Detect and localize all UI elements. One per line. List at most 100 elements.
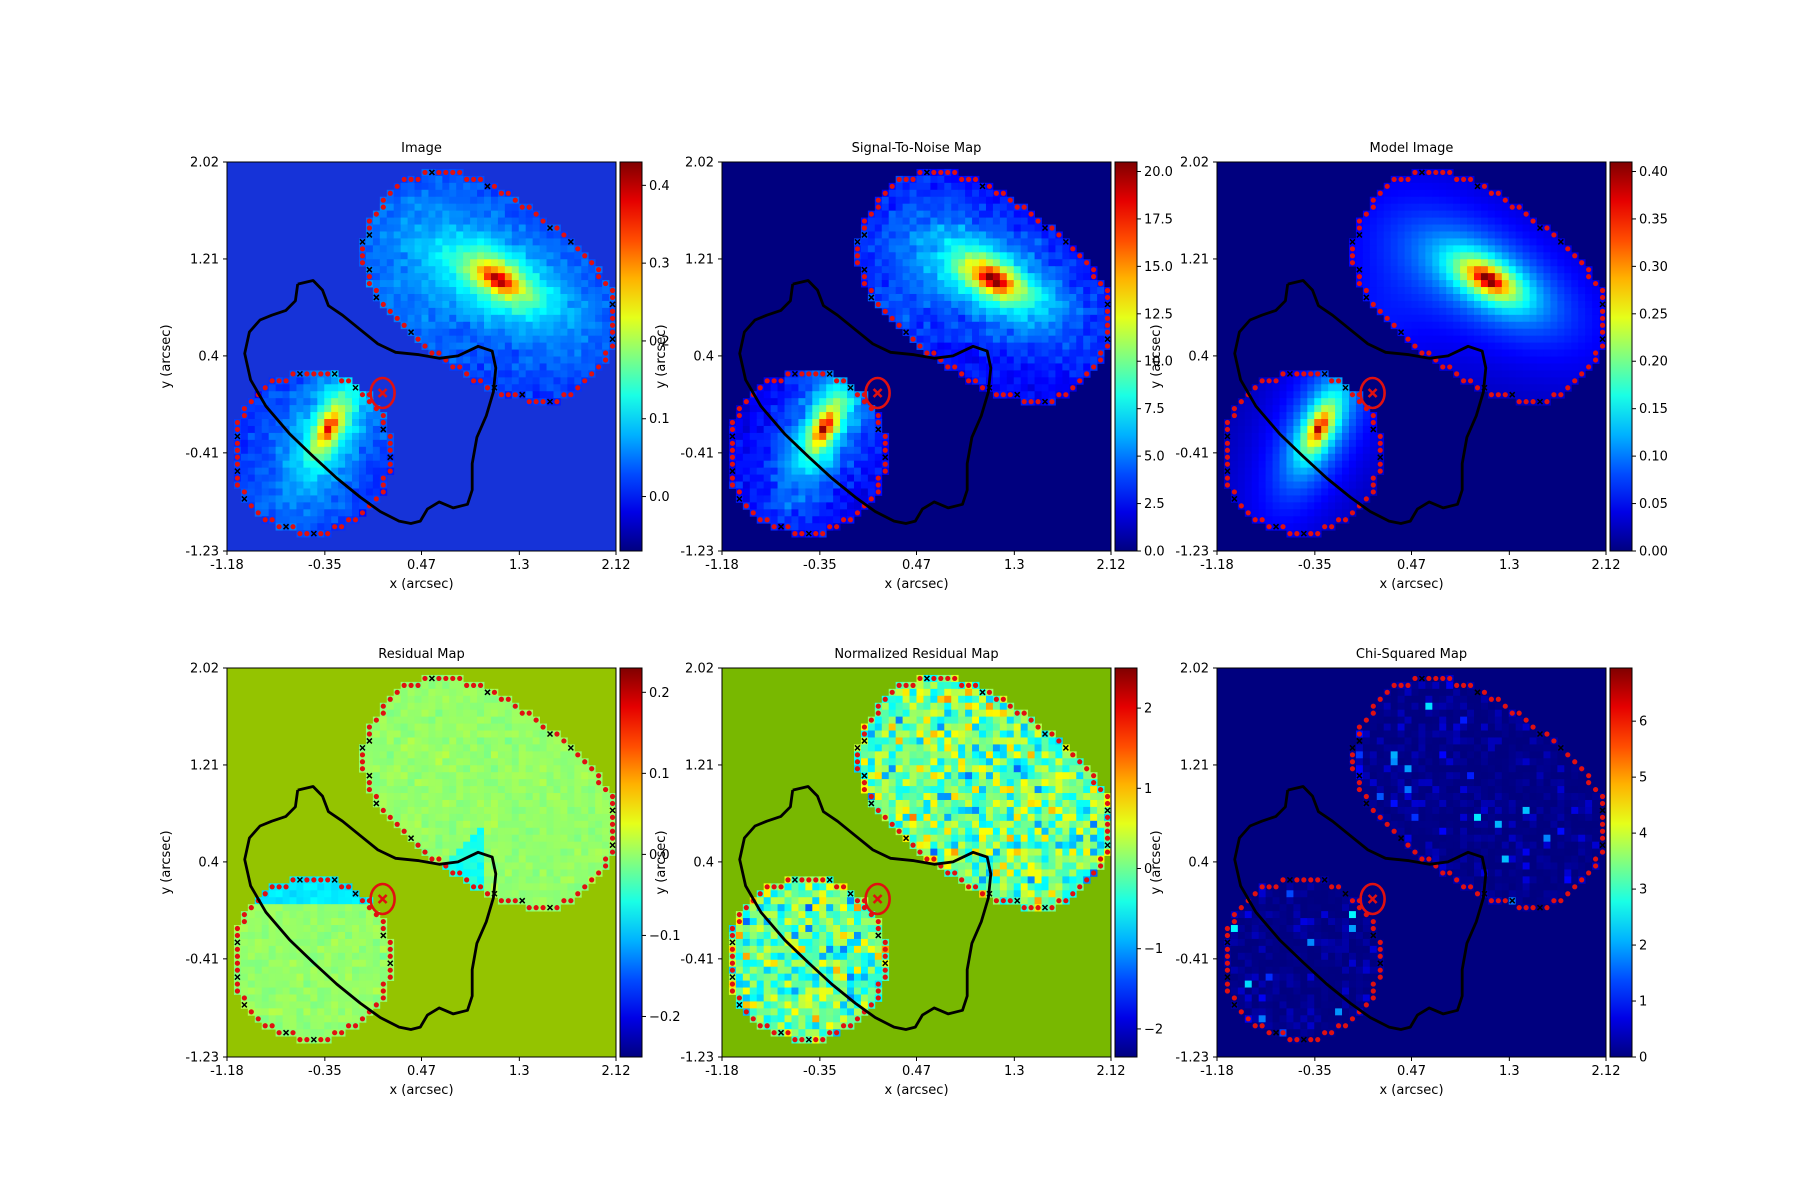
- pixel: [1028, 357, 1035, 364]
- pixel: [269, 1001, 276, 1008]
- border-dot: [554, 399, 559, 404]
- panel-2: Signal-To-Noise Map-1.18 -0.35 0.47 1.3 2.12…: [654, 141, 1173, 592]
- pixel: [359, 932, 366, 939]
- pixel: [1356, 482, 1363, 489]
- pixel: [290, 1008, 297, 1015]
- pixel: [1391, 259, 1398, 266]
- pixel: [875, 440, 882, 447]
- pixel: [415, 329, 422, 336]
- pixel: [449, 287, 456, 294]
- border-dot: [520, 205, 525, 210]
- pixel: [241, 939, 248, 946]
- pixel: [1467, 301, 1474, 308]
- pixel: [359, 967, 366, 974]
- border-dot: [973, 378, 978, 383]
- pixel: [338, 419, 345, 426]
- pixel: [896, 190, 903, 197]
- pixel: [896, 259, 903, 266]
- pixel: [847, 398, 854, 405]
- border-dot: [471, 177, 476, 182]
- pixel: [373, 779, 380, 786]
- pixel: [1488, 231, 1495, 238]
- pixel: [889, 259, 896, 266]
- pixel: [951, 294, 958, 301]
- pixel: [1460, 218, 1467, 225]
- pixel: [415, 301, 422, 308]
- pixel: [1537, 336, 1544, 343]
- pixel: [1446, 252, 1453, 259]
- pixel: [764, 495, 771, 502]
- pixel: [1481, 273, 1488, 280]
- colorbar-bar: [620, 162, 642, 551]
- pixel: [456, 280, 463, 287]
- pixel: [1516, 322, 1523, 329]
- pixel: [1083, 294, 1090, 301]
- pixel: [290, 398, 297, 405]
- pixel: [944, 294, 951, 301]
- pixel: [435, 190, 442, 197]
- pixel: [477, 197, 484, 204]
- pixel: [512, 370, 519, 377]
- border-dot: [374, 496, 379, 501]
- pixel: [1571, 301, 1578, 308]
- pixel: [923, 252, 930, 259]
- pixel: [979, 357, 986, 364]
- pixel: [1530, 350, 1537, 357]
- pixel: [477, 370, 484, 377]
- pixel: [1571, 280, 1578, 287]
- pixel: [1300, 384, 1307, 391]
- pixel: [1530, 343, 1537, 350]
- border-dot: [381, 489, 386, 494]
- pixel: [1000, 231, 1007, 238]
- border-dot: [610, 343, 615, 348]
- pixel: [1592, 336, 1599, 343]
- pixel: [324, 1015, 331, 1022]
- pixel: [979, 218, 986, 225]
- pixel: [463, 238, 470, 245]
- pixel: [1439, 315, 1446, 322]
- pixel: [1370, 231, 1377, 238]
- pixel: [477, 308, 484, 315]
- pixel: [512, 204, 519, 211]
- pixel: [1300, 377, 1307, 384]
- pixel: [1028, 294, 1035, 301]
- pixel: [276, 502, 283, 509]
- pixel: [345, 967, 352, 974]
- pixel: [331, 488, 338, 495]
- pixel: [248, 488, 255, 495]
- pixel: [324, 412, 331, 419]
- pixel: [965, 238, 972, 245]
- pixel: [757, 495, 764, 502]
- pixel: [1042, 363, 1049, 370]
- border-dot: [499, 392, 504, 397]
- pixel: [449, 183, 456, 190]
- pixel: [345, 502, 352, 509]
- pixel: [310, 419, 317, 426]
- pixel: [296, 405, 303, 412]
- pixel: [847, 433, 854, 440]
- pixel: [923, 273, 930, 280]
- pixel: [1042, 336, 1049, 343]
- pixel: [547, 308, 554, 315]
- x-tick-label: -0.35: [803, 558, 837, 573]
- pixel: [1238, 405, 1245, 412]
- pixel: [540, 363, 547, 370]
- pixel: [1488, 315, 1495, 322]
- pixel: [553, 238, 560, 245]
- border-dot: [799, 371, 804, 376]
- pixel: [602, 308, 609, 315]
- pixel: [1460, 204, 1467, 211]
- pixel: [805, 468, 812, 475]
- pixel: [1014, 357, 1021, 364]
- pixel: [958, 343, 965, 350]
- pixel: [1439, 308, 1446, 315]
- pixel: [401, 231, 408, 238]
- pixel: [283, 440, 290, 447]
- pixel: [965, 308, 972, 315]
- pixel: [553, 308, 560, 315]
- pixel: [1280, 419, 1287, 426]
- pixel: [826, 495, 833, 502]
- pixel: [1530, 287, 1537, 294]
- pixel: [833, 440, 840, 447]
- pixel: [1453, 322, 1460, 329]
